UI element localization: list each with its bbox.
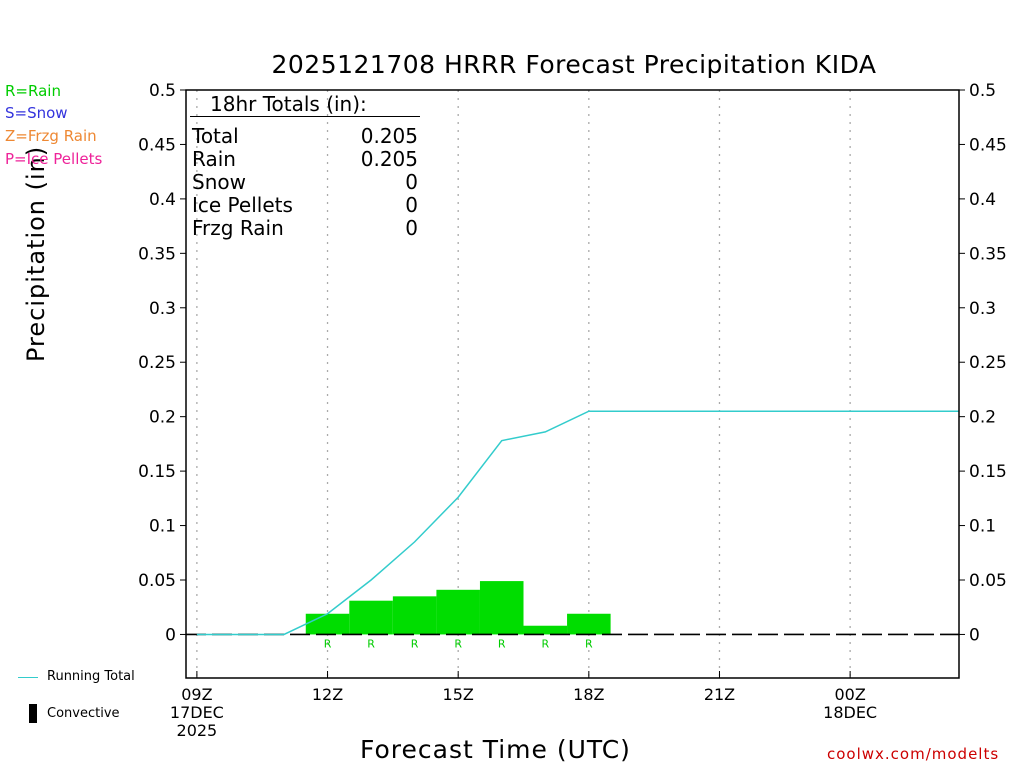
y-tick-label-left: 0.5: [149, 81, 176, 101]
x-axis-label: Forecast Time (UTC): [360, 735, 631, 764]
precip-bar: [523, 625, 568, 635]
x-tick-label: 17DEC: [170, 703, 224, 722]
y-tick-label-left: 0.25: [138, 353, 176, 373]
totals-value: 0.205: [360, 124, 418, 148]
legend-snow: S=Snow: [5, 104, 68, 122]
y-tick-label-right: 0.25: [969, 353, 1007, 373]
y-tick-label-left: 0.15: [138, 462, 176, 482]
totals-value: 0: [405, 216, 418, 240]
y-tick-label-right: 0: [969, 625, 980, 645]
precip-type-marker: R: [411, 637, 419, 650]
x-tick-label: 09Z: [181, 685, 212, 704]
totals-label: Ice Pellets: [192, 193, 293, 217]
totals-header-underline: [190, 116, 420, 117]
x-tick-label: 18DEC: [823, 703, 877, 722]
y-tick-label-left: 0.45: [138, 135, 176, 155]
y-tick-label-left: 0.4: [149, 190, 176, 210]
credit-link[interactable]: coolwx.com/modelts: [827, 745, 1000, 763]
y-tick-label-right: 0.5: [969, 81, 996, 101]
y-tick-label-right: 0.4: [969, 190, 996, 210]
y-tick-label-left: 0: [165, 625, 176, 645]
y-tick-label-left: 0.35: [138, 244, 176, 264]
legend-convective: Convective: [47, 706, 120, 721]
x-tick-label: 2025: [177, 721, 218, 740]
y-tick-label-right: 0.3: [969, 299, 996, 319]
precip-bar: [436, 589, 480, 635]
precip-type-marker: R: [454, 637, 462, 650]
precip-type-marker: R: [367, 637, 375, 650]
y-tick-label-right: 0.15: [969, 462, 1007, 482]
running-total-legend-swatch: [18, 677, 38, 678]
x-tick-label: 00Z: [834, 685, 865, 704]
y-tick-label-left: 0.2: [149, 408, 176, 428]
x-tick-label: 18Z: [573, 685, 604, 704]
y-tick-label-left: 0.3: [149, 299, 176, 319]
y-tick-label-left: 0.05: [138, 571, 176, 591]
convective-legend-swatch: [29, 704, 37, 723]
precip-type-marker: R: [498, 637, 506, 650]
y-tick-label-right: 0.05: [969, 571, 1007, 591]
y-tick-label-right: 0.1: [969, 517, 996, 537]
chart-title: 2025121708 HRRR Forecast Precipitation K…: [271, 50, 877, 79]
precip-bar: [567, 613, 611, 635]
totals-header: 18hr Totals (in):: [210, 92, 367, 116]
x-tick-label: 12Z: [312, 685, 343, 704]
running-total-line: [196, 410, 959, 636]
x-tick-label: 21Z: [704, 685, 735, 704]
x-tick-label: 15Z: [443, 685, 474, 704]
y-tick-label-right: 0.35: [969, 244, 1007, 264]
totals-label: Total: [192, 124, 239, 148]
totals-value: 0.205: [360, 147, 418, 171]
totals-label: Frzg Rain: [192, 216, 284, 240]
precip-type-marker: R: [585, 637, 593, 650]
precip-bar: [392, 596, 437, 635]
precip-type-marker: R: [324, 637, 332, 650]
totals-value: 0: [405, 193, 418, 217]
precip-bar: [305, 613, 350, 635]
precip-bar: [479, 581, 524, 635]
plot-frame: [185, 89, 960, 679]
totals-label: Snow: [192, 170, 246, 194]
y-tick-label-left: 0.1: [149, 517, 176, 537]
legend-running-total: Running Total: [47, 669, 135, 684]
totals-value: 0: [405, 170, 418, 194]
legend-ice-pellets: P=Ice Pellets: [5, 150, 103, 168]
totals-label: Rain: [192, 147, 236, 171]
precip-type-marker: R: [541, 637, 549, 650]
y-tick-label-right: 0.45: [969, 135, 1007, 155]
precip-bar: [349, 600, 393, 635]
legend-rain: R=Rain: [5, 82, 61, 100]
y-tick-label-right: 0.2: [969, 408, 996, 428]
legend-freezing-rain: Z=Frzg Rain: [5, 127, 97, 145]
